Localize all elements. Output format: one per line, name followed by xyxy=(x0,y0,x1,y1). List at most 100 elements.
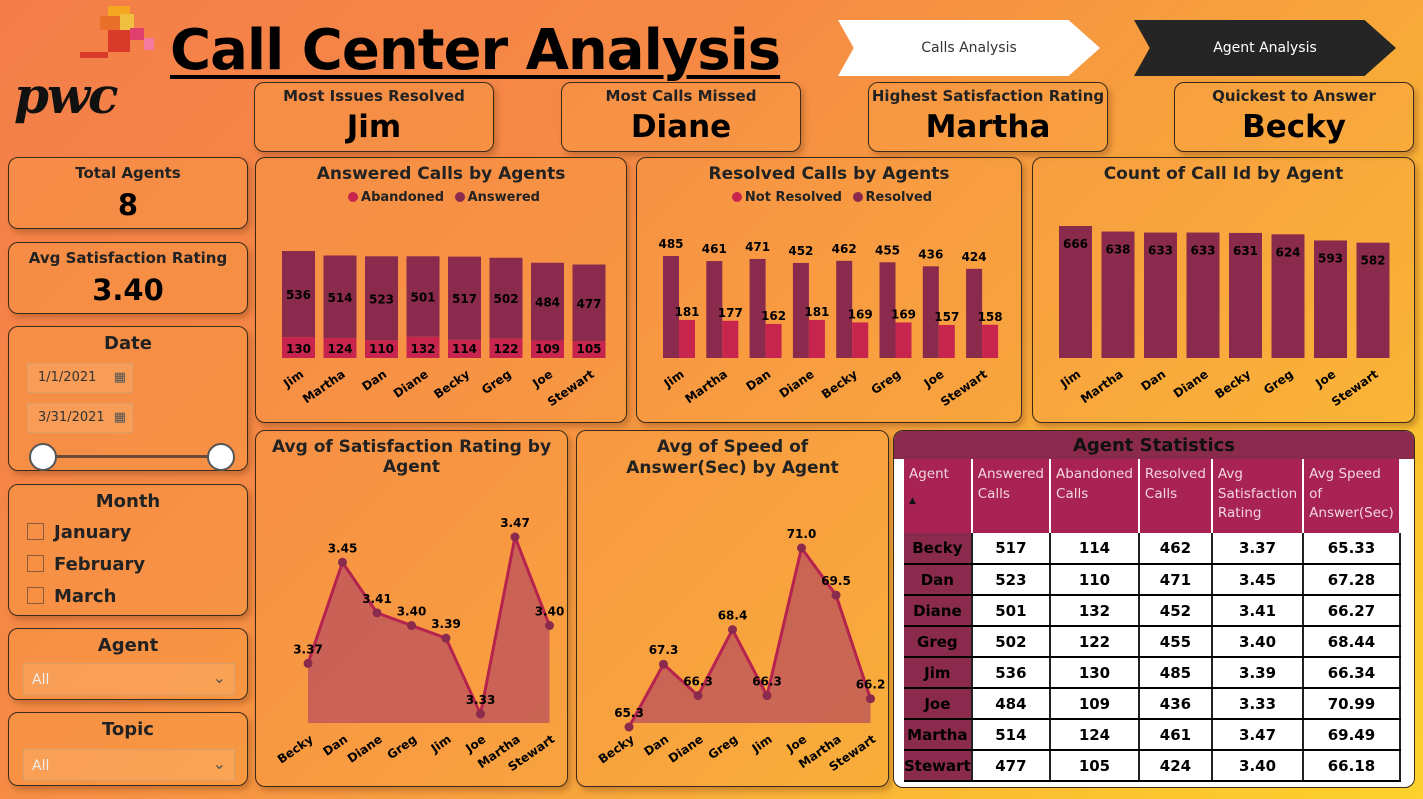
data-label: 68.4 xyxy=(718,609,748,623)
bar-not-resolved xyxy=(982,324,999,358)
chart-title: Answered Calls by Agents xyxy=(316,164,566,184)
table-cell: 3.45 xyxy=(1211,564,1305,596)
kpi-quickest-to-answer: Quickest to Answer Becky xyxy=(1174,82,1414,152)
table-column-header[interactable]: Resolved Calls xyxy=(1138,459,1213,533)
table-column-header[interactable]: Agent ▲ xyxy=(904,459,973,533)
data-point xyxy=(407,621,416,630)
data-label: 3.40 xyxy=(397,605,427,619)
kpi-value: Becky xyxy=(1242,109,1346,145)
data-label: 593 xyxy=(1318,251,1343,265)
bar-answered xyxy=(489,257,523,339)
table-row[interactable]: Becky 517 114 462 3.37 65.33 xyxy=(904,533,1401,565)
checkbox[interactable] xyxy=(27,523,44,540)
bar-call-count xyxy=(1271,234,1305,358)
sort-ascending-icon[interactable]: ▲ xyxy=(909,495,916,506)
topic-dropdown-value: All xyxy=(32,758,50,774)
checkbox[interactable] xyxy=(27,555,44,572)
table-column-header[interactable]: Abandoned Calls xyxy=(1050,459,1140,533)
tick-label: Jim xyxy=(749,732,775,756)
chart-legend: Not Resolved Resolved xyxy=(637,190,1021,205)
end-date-input[interactable]: 3/31/2021 ▦ xyxy=(27,403,133,433)
month-option-february[interactable]: February xyxy=(27,554,145,575)
avg-satisfaction-chart: Avg of Satisfaction Rating by Agent 3.37… xyxy=(255,430,568,787)
table-column-header[interactable]: Avg Satisfaction Rating xyxy=(1211,459,1305,533)
tick-label: Jim xyxy=(661,367,687,391)
bar-not-resolved xyxy=(895,322,912,358)
tick-label: Becky xyxy=(819,367,860,402)
bar-not-resolved xyxy=(679,319,695,358)
table-cell: 3.33 xyxy=(1211,688,1305,720)
table-cell: 110 xyxy=(1050,564,1140,596)
bar-not-resolved xyxy=(765,323,782,358)
checkbox[interactable] xyxy=(27,587,44,604)
bar-resolved xyxy=(663,256,679,358)
data-point xyxy=(372,608,382,618)
agent-statistics-table: Agent ▲ Answered Calls Abandoned Calls Resol… xyxy=(904,459,1401,782)
start-date-input[interactable]: 1/1/2021 ▦ xyxy=(27,363,133,393)
data-point xyxy=(762,691,772,701)
data-label: 114 xyxy=(452,342,477,356)
bar-call-count xyxy=(1101,231,1135,358)
area-fill xyxy=(629,548,871,727)
data-label: 624 xyxy=(1275,245,1300,259)
nav-calls-analysis-button[interactable]: Calls Analysis xyxy=(838,20,1100,76)
nav-agent-analysis-button[interactable]: Agent Analysis xyxy=(1134,20,1396,76)
table-column-header[interactable]: Avg Speed of Answer(Sec) xyxy=(1303,459,1401,533)
table-row[interactable]: Dan 523 110 471 3.45 67.28 xyxy=(904,564,1401,596)
data-point xyxy=(441,633,451,643)
table-row[interactable]: Jim 536 130 485 3.39 66.34 xyxy=(904,657,1401,689)
table-header-row: Agent ▲ Answered Calls Abandoned Calls Resol… xyxy=(904,459,1401,533)
table-cell: 69.49 xyxy=(1303,719,1401,751)
chevron-down-icon[interactable]: ⌄ xyxy=(212,754,226,773)
table-cell: 485 xyxy=(1138,657,1213,689)
agent-dropdown[interactable]: All ⌄ xyxy=(23,663,235,695)
month-option-march[interactable]: March xyxy=(27,586,116,607)
table-row[interactable]: Stewart 477 105 424 3.40 66.18 xyxy=(904,750,1401,782)
date-filter: Date 1/1/2021 ▦ 3/31/2021 ▦ xyxy=(8,326,248,471)
month-filter-title: Month xyxy=(95,491,161,512)
data-label: 3.40 xyxy=(535,605,565,619)
month-option-january[interactable]: January xyxy=(27,522,131,543)
pwc-wordmark: pwc xyxy=(14,66,118,125)
data-label: 67.3 xyxy=(649,643,679,657)
bar-abandoned xyxy=(365,340,398,358)
data-point xyxy=(624,722,634,732)
table-row[interactable]: Martha 514 124 461 3.47 69.49 xyxy=(904,719,1401,751)
start-date-value: 1/1/2021 xyxy=(38,370,97,385)
table-row[interactable]: Joe 484 109 436 3.33 70.99 xyxy=(904,688,1401,720)
table-cell: 124 xyxy=(1050,719,1140,751)
topic-filter-title: Topic xyxy=(102,719,154,740)
bar-answered xyxy=(365,256,398,341)
month-option-label: March xyxy=(54,586,117,607)
tick-label: Becky xyxy=(431,367,472,402)
tick-label: Dan xyxy=(1138,367,1168,394)
date-slider-track[interactable] xyxy=(43,455,223,458)
data-label: 130 xyxy=(286,342,311,356)
table-row[interactable]: Greg 502 122 455 3.40 68.44 xyxy=(904,626,1401,658)
chevron-down-icon[interactable]: ⌄ xyxy=(212,668,226,687)
tick-label: Diane xyxy=(777,367,817,401)
bar-abandoned xyxy=(572,341,606,358)
data-point xyxy=(510,532,520,542)
bar-call-count xyxy=(1314,240,1347,358)
avg-speed-chart: Avg of Speed of Answer(Sec) by Agent 65.… xyxy=(576,430,889,787)
data-label: 455 xyxy=(875,243,900,257)
table-row[interactable]: Diane 501 132 452 3.41 66.27 xyxy=(904,595,1401,627)
data-label: 3.47 xyxy=(500,516,530,530)
legend-item: Answered xyxy=(467,190,540,205)
answered-calls-plot: 536 130 Jim 514 124 Martha 523 110 Dan 501 132 Dian… xyxy=(280,251,606,409)
legend-item: Not Resolved xyxy=(744,190,842,205)
calendar-icon[interactable]: ▦ xyxy=(113,370,126,385)
topic-filter: Topic All ⌄ xyxy=(8,712,248,786)
topic-dropdown[interactable]: All ⌄ xyxy=(23,749,235,781)
date-slider-end-handle[interactable] xyxy=(207,443,235,471)
bar-answered xyxy=(448,256,481,340)
date-slider-start-handle[interactable] xyxy=(29,443,57,471)
table-cell: 452 xyxy=(1138,595,1213,627)
chart-title: Count of Call Id by Agent xyxy=(1103,164,1344,184)
calendar-icon[interactable]: ▦ xyxy=(113,410,126,425)
kpi-value: Diane xyxy=(630,109,732,145)
table-column-header[interactable]: Answered Calls xyxy=(971,459,1052,533)
data-label: 69.5 xyxy=(821,574,851,588)
legend-item: Resolved xyxy=(865,190,933,205)
